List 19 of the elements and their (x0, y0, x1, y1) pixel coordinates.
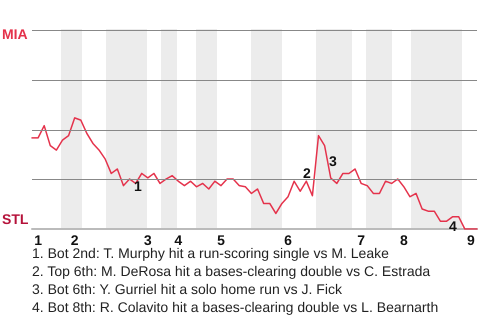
annotation: 1 (134, 178, 142, 194)
x-tick-label: 2 (70, 232, 79, 248)
x-tick-label: 1 (34, 232, 42, 248)
text: 1. Bot 2nd: T. Murphy hit a run-scoring single vs M. Leake (32, 245, 390, 261)
x-tick-label: 9 (467, 232, 476, 248)
x-tick-label: 7 (357, 232, 366, 248)
x-tick-label: 4 (174, 232, 182, 248)
x-tick-label: 8 (400, 232, 408, 248)
x-tick-label: 6 (284, 232, 292, 248)
text: 2. Top 6th: M. DeRosa hit a bases-clearing double vs C. Estrada (32, 263, 430, 279)
text: 4. Bot 8th: R. Colavito hit a bases-clearing double vs L. Bearnarth (32, 299, 438, 315)
annotation: 3 (329, 153, 337, 169)
annotation: 4 (449, 218, 457, 234)
text: STL (2, 211, 29, 227)
text: MIA (2, 26, 28, 42)
text: 3. Bot 6th: Y. Gurriel hit a solo home run vs J. Fick (32, 281, 343, 297)
x-tick-label: 5 (217, 232, 226, 248)
x-tick-label: 3 (144, 232, 152, 248)
annotation: 2 (303, 165, 311, 181)
